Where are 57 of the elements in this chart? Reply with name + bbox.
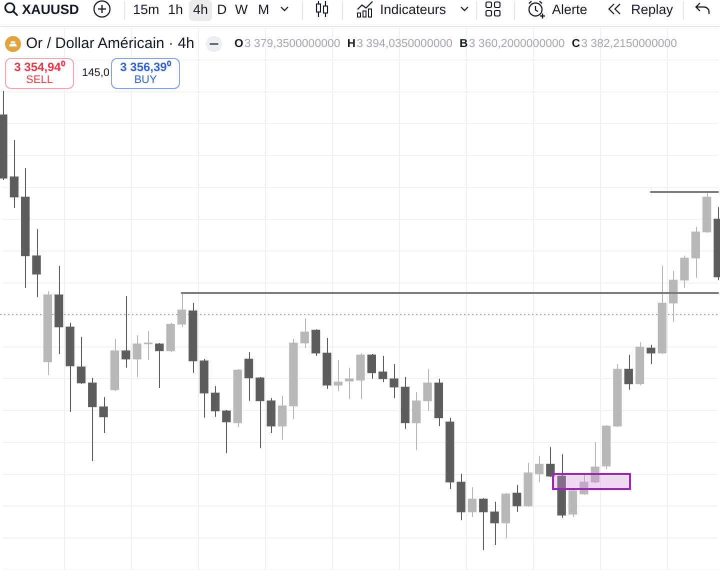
candlestick (390, 364, 398, 399)
candlestick (155, 342, 164, 388)
text: M (258, 2, 270, 18)
candlestick (345, 367, 354, 400)
candlestick (76, 336, 86, 384)
candlestick (99, 396, 108, 434)
candlestick (546, 446, 555, 478)
text: 3 382,2150000000 (581, 37, 678, 51)
candlestick (468, 486, 477, 518)
text: 1h (168, 2, 184, 18)
candlestick (624, 354, 633, 390)
candlestick (222, 410, 231, 454)
text: 3 360,2000000000 (468, 37, 565, 51)
text: 145,0 (82, 67, 110, 80)
candlestick (10, 140, 18, 209)
candlestick (32, 228, 41, 298)
candlestick (590, 442, 600, 484)
candlestick (311, 328, 320, 356)
candlestick (512, 484, 522, 512)
candlestick (122, 296, 130, 368)
candlestick (490, 501, 499, 546)
candlestick (378, 355, 388, 383)
text: 3 354,94⁰ (14, 60, 65, 74)
candlestick (412, 392, 421, 450)
text: D (217, 2, 227, 18)
text: O (234, 37, 244, 51)
text: 15m (133, 2, 160, 18)
text: BUY (134, 74, 157, 87)
candlestick (300, 318, 309, 349)
candlestick (367, 354, 376, 380)
text: C (572, 37, 580, 51)
candlestick (580, 472, 588, 496)
candlestick (334, 359, 342, 392)
candlestick (534, 455, 544, 483)
candlestick (132, 334, 142, 378)
text: Alerte (552, 2, 588, 18)
text: 3 379,3500000000 (244, 37, 340, 51)
text: 3 356,39⁰ (120, 60, 171, 74)
text: W (235, 2, 248, 18)
text: XAUUSD (22, 2, 80, 18)
text: Replay (631, 2, 674, 18)
text: H (347, 37, 356, 51)
text: Indicateurs (380, 2, 446, 18)
candlestick (256, 376, 264, 449)
chart-title: Or / Dollar Américain · 4h (26, 35, 194, 53)
candlestick (646, 344, 656, 365)
candlestick (479, 498, 488, 550)
text: 3 394,0350000000 (356, 37, 453, 51)
candlestick (680, 255, 689, 288)
candlestick (278, 395, 287, 440)
text: SELL (26, 74, 53, 87)
candlestick (210, 386, 220, 418)
text: B (460, 37, 468, 51)
candlestick (244, 352, 254, 402)
text: 4h (193, 2, 208, 18)
candlestick (177, 292, 186, 328)
candlestick (423, 368, 432, 412)
